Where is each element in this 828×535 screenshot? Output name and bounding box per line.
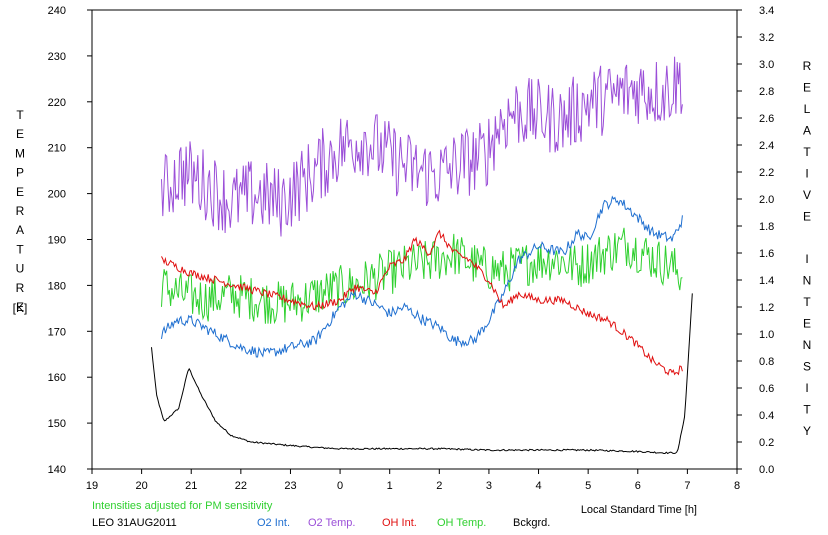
left-tick-label: 230 — [48, 51, 66, 63]
x-tick-label: 23 — [284, 480, 296, 492]
right-tick-label: 0.6 — [759, 383, 774, 395]
right-tick-label: 1.4 — [759, 275, 774, 287]
x-tick-label: 22 — [235, 480, 247, 492]
left-axis-unit: [K] — [13, 301, 28, 315]
right-axis-letter: S — [803, 360, 811, 374]
right-tick-label: 1.2 — [759, 302, 774, 314]
right-tick-label: 1.8 — [759, 221, 774, 233]
right-axis-letter: Y — [803, 424, 811, 438]
plot-frame — [91, 9, 738, 470]
x-tick-label: 4 — [535, 480, 541, 492]
right-tick-label: 2.0 — [759, 194, 774, 206]
right-axis-letter: V — [803, 188, 811, 202]
right-axis-letter: T — [803, 145, 811, 159]
right-axis-letter: T — [803, 403, 811, 417]
legend: O2 Int. O2 Temp. OH Int. OH Temp. Bckgrd. — [257, 517, 550, 529]
right-axis-letter: A — [803, 124, 811, 138]
right-axis-letter: N — [803, 338, 812, 352]
left-tick-label: 140 — [48, 464, 66, 476]
left-axis-letter: E — [16, 185, 24, 199]
series-line-oh-temp — [161, 227, 683, 325]
left-axis-letter: T — [16, 108, 24, 122]
right-tick-label: 0.2 — [759, 437, 774, 449]
right-axis-letter: I — [805, 167, 808, 181]
x-tick-label: 1 — [387, 480, 393, 492]
left-tick-label: 190 — [48, 235, 66, 247]
left-y-axis-ticks: 140 150 160 170 180 190 200 210 220 230 240 — [48, 5, 92, 476]
left-axis-letter: E — [16, 127, 24, 141]
left-tick-label: 160 — [48, 372, 66, 384]
series-line-bckgrd — [151, 293, 693, 455]
right-axis-letter: E — [803, 81, 811, 95]
right-tick-label: 1.6 — [759, 248, 774, 260]
left-axis-letter: R — [16, 281, 25, 295]
station-label: LEO 31AUG2011 — [92, 517, 177, 529]
legend-item: O2 Int. — [257, 517, 290, 529]
right-axis-letter: L — [804, 102, 811, 116]
legend-item: O2 Temp. — [308, 517, 356, 529]
left-axis-letter: A — [16, 223, 24, 237]
left-tick-label: 150 — [48, 418, 66, 430]
left-tick-label: 220 — [48, 97, 66, 109]
left-tick-label: 170 — [48, 326, 66, 338]
x-tick-label: 0 — [337, 480, 343, 492]
x-tick-label: 6 — [635, 480, 641, 492]
left-tick-label: 200 — [48, 189, 66, 201]
right-axis-letter: I — [805, 252, 808, 266]
legend-item: Bckgrd. — [513, 517, 550, 529]
right-y-axis-ticks: 0.0 0.2 0.4 0.6 0.8 1.0 1.2 1.4 1.6 1.8 2.0 2.2 2.4 2… — [737, 5, 774, 476]
left-axis-letter: U — [16, 262, 25, 276]
right-tick-label: 0.0 — [759, 464, 774, 476]
left-axis-letter: T — [16, 242, 24, 256]
x-tick-label: 5 — [585, 480, 591, 492]
series-line-oh-int — [161, 229, 683, 376]
series-line-o2-temp — [161, 56, 683, 237]
x-tick-label: 8 — [734, 480, 740, 492]
right-tick-label: 2.2 — [759, 167, 774, 179]
x-tick-label: 21 — [185, 480, 197, 492]
right-tick-label: 1.0 — [759, 329, 774, 341]
right-tick-label: 0.4 — [759, 410, 774, 422]
series-line-o2-int — [161, 195, 683, 358]
series-layer — [151, 56, 693, 455]
left-tick-label: 180 — [48, 280, 66, 292]
right-tick-label: 3.4 — [759, 5, 774, 17]
right-tick-label: 2.4 — [759, 140, 774, 152]
right-tick-label: 3.2 — [759, 32, 774, 44]
x-tick-label: 20 — [135, 480, 147, 492]
left-axis-letter: R — [16, 204, 25, 218]
x-axis-label: Local Standard Time [h] — [581, 504, 697, 516]
left-axis-letter: P — [16, 166, 24, 180]
right-tick-label: 0.8 — [759, 356, 774, 368]
legend-item: OH Int. — [382, 517, 417, 529]
x-tick-label: 3 — [486, 480, 492, 492]
right-tick-label: 3.0 — [759, 59, 774, 71]
x-tick-label: 19 — [86, 480, 98, 492]
right-axis-letter: I — [805, 381, 808, 395]
pm-sensitivity-note: Intensities adjusted for PM sensitivity — [92, 500, 273, 512]
right-axis-letter: E — [803, 210, 811, 224]
left-tick-label: 210 — [48, 143, 66, 155]
right-axis-letter: R — [803, 59, 812, 73]
x-tick-label: 2 — [436, 480, 442, 492]
left-axis-letter: M — [15, 146, 25, 160]
left-tick-label: 240 — [48, 5, 66, 17]
right-axis-letter: T — [803, 295, 811, 309]
x-axis-ticks: 19 20 21 22 23 0 1 2 3 4 5 6 7 8 — [86, 469, 740, 492]
left-axis-letter: E — [16, 300, 24, 314]
right-axis-letter: E — [803, 317, 811, 331]
right-tick-label: 2.8 — [759, 86, 774, 98]
right-axis-letter: N — [803, 274, 812, 288]
legend-item: OH Temp. — [437, 517, 486, 529]
x-tick-label: 7 — [684, 480, 690, 492]
right-tick-label: 2.6 — [759, 113, 774, 125]
